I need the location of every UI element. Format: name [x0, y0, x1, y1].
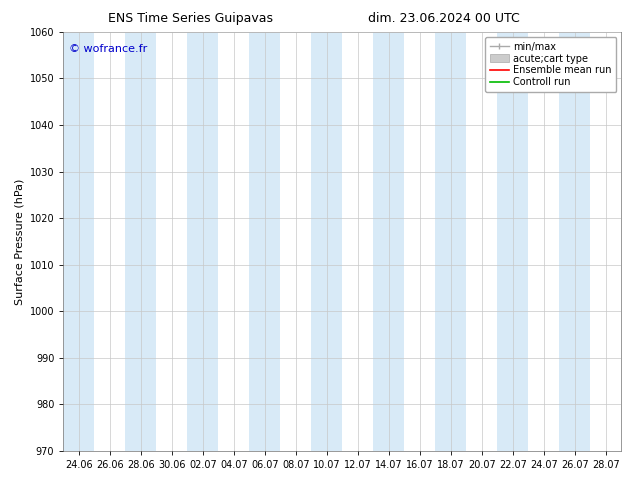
- Bar: [63, 32, 94, 451]
- Text: © wofrance.fr: © wofrance.fr: [69, 45, 147, 54]
- Text: ENS Time Series Guipavas: ENS Time Series Guipavas: [108, 12, 273, 25]
- Bar: [311, 32, 342, 451]
- Bar: [373, 32, 404, 451]
- Bar: [249, 32, 280, 451]
- Legend: min/max, acute;cart type, Ensemble mean run, Controll run: min/max, acute;cart type, Ensemble mean …: [485, 37, 616, 92]
- Bar: [436, 32, 467, 451]
- Bar: [126, 32, 157, 451]
- Text: dim. 23.06.2024 00 UTC: dim. 23.06.2024 00 UTC: [368, 12, 520, 25]
- Y-axis label: Surface Pressure (hPa): Surface Pressure (hPa): [14, 178, 24, 304]
- Bar: [559, 32, 590, 451]
- Bar: [497, 32, 528, 451]
- Bar: [188, 32, 218, 451]
